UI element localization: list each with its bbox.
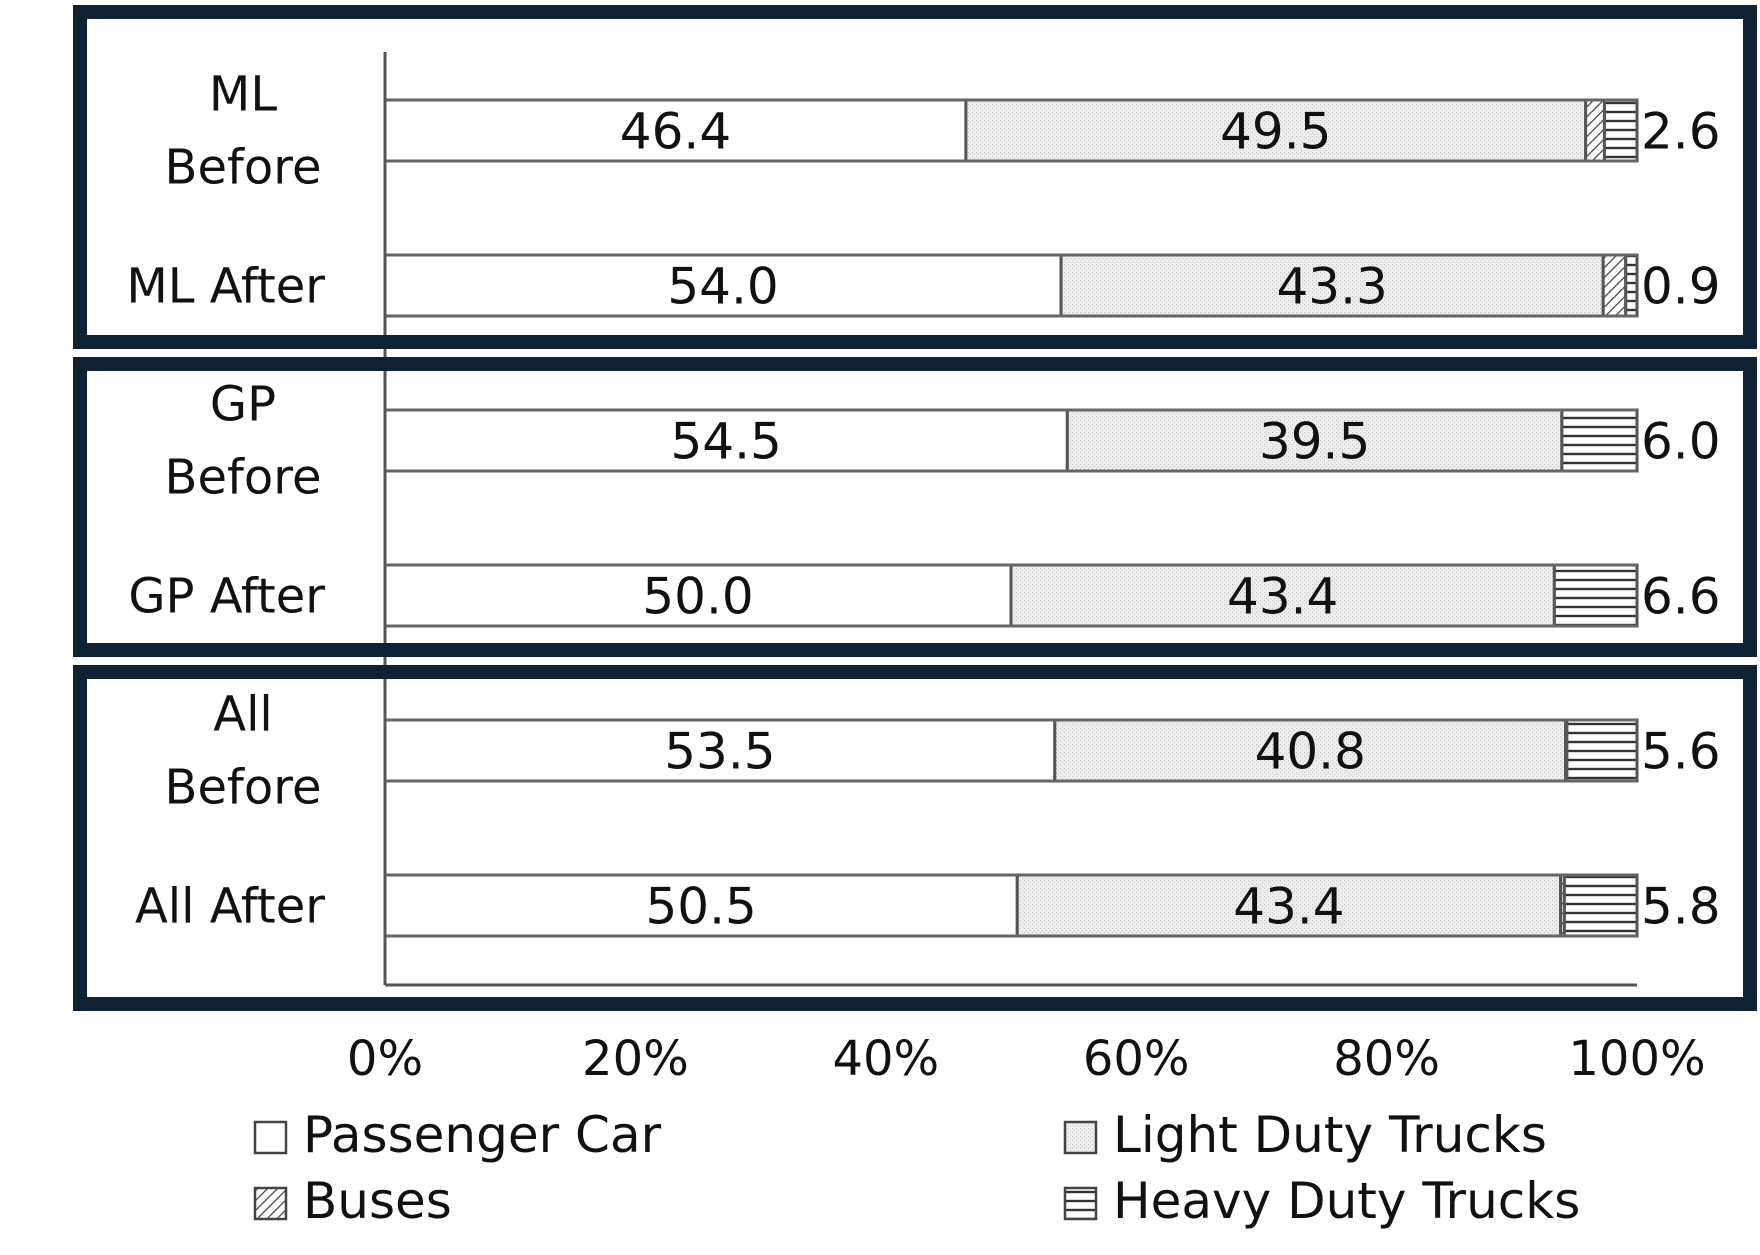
bar-segment-buses — [1584, 98, 1606, 163]
data-label-passenger-car: 46.4 — [620, 103, 731, 161]
data-label-passenger-car: 54.0 — [667, 258, 778, 316]
legend-swatch-light-duty-trucks — [1063, 1120, 1098, 1155]
group-boxes-layer — [73, 5, 1757, 1011]
bar-segment-light-duty-trucks — [964, 98, 1588, 163]
data-label-heavy-duty-trucks: 6.0 — [1641, 413, 1721, 471]
x-tick-label: 0% — [347, 1031, 423, 1087]
category-label: GP — [210, 377, 276, 433]
data-label-heavy-duty-trucks: 5.8 — [1641, 878, 1721, 936]
legend-label-heavy-duty-trucks: Heavy Duty Trucks — [1113, 1172, 1580, 1230]
category-label: ML After — [126, 259, 325, 315]
legend-label-light-duty-trucks: Light Duty Trucks — [1113, 1106, 1547, 1164]
bar-segment-light-duty-trucks — [1009, 563, 1556, 628]
x-tick-label: 20% — [582, 1031, 689, 1087]
group-box-ml — [73, 5, 1757, 349]
bar-segment-heavy-duty-trucks — [1552, 563, 1639, 628]
bar-segment-passenger-car — [383, 873, 1019, 938]
bar-segment-light-duty-trucks — [1053, 718, 1568, 783]
legend-label-buses: Buses — [303, 1172, 452, 1230]
category-label: GP After — [128, 569, 325, 625]
category-label: ML — [209, 67, 277, 123]
data-label-passenger-car: 54.5 — [671, 413, 782, 471]
x-tick-label: 80% — [1333, 1031, 1440, 1087]
data-label-passenger-car: 50.0 — [642, 568, 753, 626]
labels-layer: ML Before ML After GP Before GP After All Befor… — [126, 67, 1720, 1088]
axes-layer — [383, 52, 1637, 987]
legend: Passenger Car Light Duty Trucks Buses Heavy… — [253, 1106, 1580, 1230]
data-label-light-duty-trucks: 49.5 — [1220, 103, 1331, 161]
legend-swatch-buses — [253, 1186, 288, 1221]
data-label-heavy-duty-trucks: 5.6 — [1641, 723, 1721, 781]
data-label-heavy-duty-trucks: 0.9 — [1641, 258, 1721, 316]
data-label-light-duty-trucks: 39.5 — [1259, 413, 1370, 471]
data-label-light-duty-trucks: 43.4 — [1227, 568, 1338, 626]
x-tick-label: 100% — [1568, 1031, 1705, 1087]
bar-segment-heavy-duty-trucks — [1562, 873, 1639, 938]
data-label-passenger-car: 50.5 — [645, 878, 756, 936]
legend-swatch-heavy-duty-trucks — [1063, 1186, 1098, 1221]
data-label-heavy-duty-trucks: 6.6 — [1641, 568, 1721, 626]
data-label-heavy-duty-trucks: 2.6 — [1641, 103, 1721, 161]
bar-segment-heavy-duty-trucks — [1624, 253, 1639, 318]
bar-segment-light-duty-trucks — [1065, 408, 1564, 473]
category-label: Before — [165, 450, 322, 506]
category-label: Before — [165, 760, 322, 816]
bars-layer — [383, 98, 1639, 938]
category-label: Before — [165, 140, 322, 196]
legend-swatch-passenger-car — [253, 1120, 288, 1155]
group-box-gp — [73, 357, 1757, 657]
category-label: All After — [135, 879, 325, 935]
x-tick-label: 60% — [1083, 1031, 1190, 1087]
bar-segment-heavy-duty-trucks — [1560, 408, 1639, 473]
data-label-light-duty-trucks: 43.4 — [1233, 878, 1344, 936]
bar-segment-heavy-duty-trucks — [1565, 718, 1639, 783]
legend-label-passenger-car: Passenger Car — [303, 1106, 662, 1164]
group-box-all — [73, 665, 1757, 1011]
data-label-light-duty-trucks: 40.8 — [1255, 723, 1366, 781]
data-label-light-duty-trucks: 43.3 — [1276, 258, 1387, 316]
data-label-passenger-car: 53.5 — [664, 723, 775, 781]
bar-segment-heavy-duty-trucks — [1602, 98, 1639, 163]
category-label: All — [213, 687, 273, 743]
bar-segment-buses — [1601, 253, 1628, 318]
x-tick-label: 40% — [832, 1031, 939, 1087]
